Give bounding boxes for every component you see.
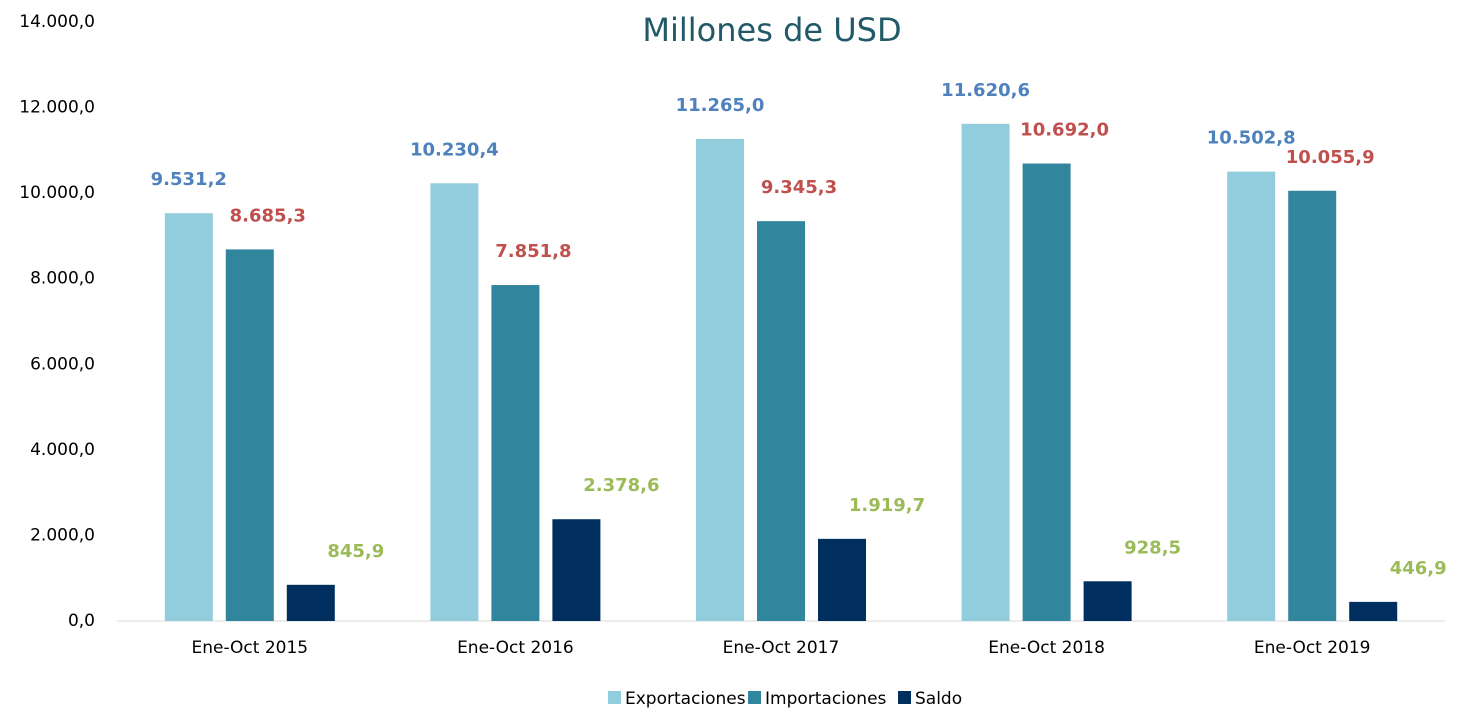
data-label: 9.531,2 <box>151 169 227 190</box>
y-tick-label: 10.000,0 <box>19 183 95 203</box>
data-label: 1.919,7 <box>849 495 925 516</box>
chart-title: Millones de USD <box>642 11 901 49</box>
x-tick-label: Ene-Oct 2017 <box>723 638 840 658</box>
data-label: 10.055,9 <box>1286 147 1375 168</box>
y-tick-label: 14.000,0 <box>19 12 95 32</box>
bar <box>1227 171 1276 622</box>
bar <box>696 139 744 621</box>
data-label: 446,9 <box>1390 558 1447 579</box>
data-label: 11.265,0 <box>676 95 765 116</box>
data-label: 928,5 <box>1124 537 1181 558</box>
bar <box>225 249 274 621</box>
x-tick-label: Ene-Oct 2015 <box>191 638 308 658</box>
legend-label: Saldo <box>915 689 962 709</box>
data-label: 10.692,0 <box>1020 120 1109 141</box>
bar <box>1288 190 1337 621</box>
data-label: 11.620,6 <box>941 80 1030 101</box>
bar <box>1083 581 1132 621</box>
x-tick-label: Ene-Oct 2016 <box>457 638 574 658</box>
data-label: 9.345,3 <box>761 177 837 198</box>
data-label: 7.851,8 <box>495 241 571 262</box>
bar <box>430 183 479 621</box>
bar <box>757 221 805 621</box>
y-tick-label: 0,0 <box>68 611 95 631</box>
y-tick-label: 4.000,0 <box>30 440 95 460</box>
data-label: 2.378,6 <box>583 475 659 496</box>
y-tick-label: 8.000,0 <box>30 269 95 289</box>
bar <box>491 285 540 621</box>
bar <box>286 584 335 621</box>
data-label: 10.502,8 <box>1207 128 1296 149</box>
bar <box>1022 163 1071 621</box>
bar <box>818 538 866 621</box>
x-tick-label: Ene-Oct 2018 <box>988 638 1105 658</box>
bar <box>552 519 601 621</box>
data-label: 845,9 <box>327 541 384 562</box>
y-tick-label: 2.000,0 <box>30 525 95 545</box>
legend-swatch <box>608 691 621 704</box>
y-tick-label: 12.000,0 <box>19 98 95 118</box>
data-label: 10.230,4 <box>410 139 499 160</box>
y-tick-label: 6.000,0 <box>30 354 95 374</box>
legend-label: Exportaciones <box>625 689 746 709</box>
legend-swatch <box>748 691 761 704</box>
legend-swatch <box>898 691 911 704</box>
bar <box>1349 601 1398 621</box>
data-label: 8.685,3 <box>230 205 306 226</box>
bar <box>961 123 1010 622</box>
x-tick-label: Ene-Oct 2019 <box>1254 638 1371 658</box>
bar <box>164 213 213 621</box>
legend-label: Importaciones <box>765 689 887 709</box>
